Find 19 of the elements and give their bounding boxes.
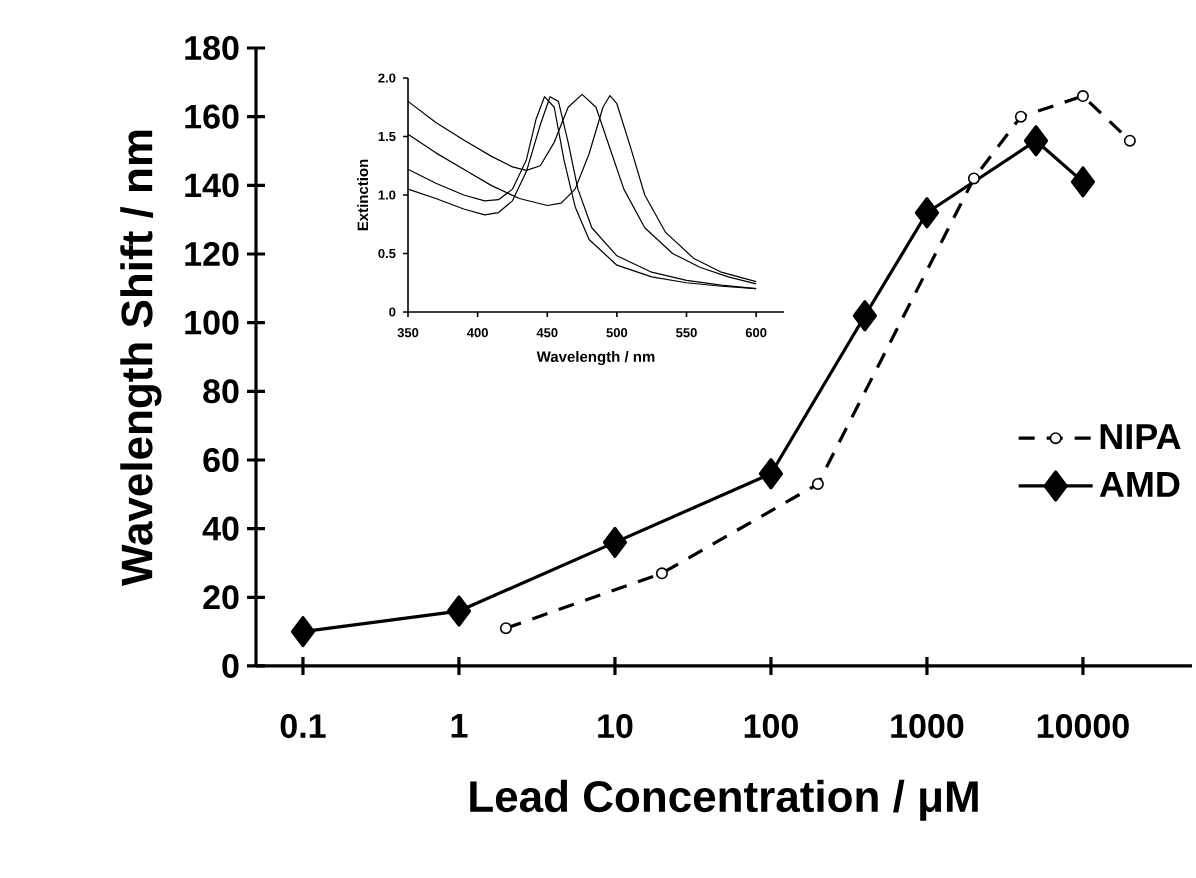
y-tick-label: 120 [185, 241, 239, 267]
y-tick-label: 0 [222, 653, 239, 679]
y-tick-label: 180 [185, 35, 239, 61]
x-axis-title: Lead Concentration / μM [470, 779, 978, 821]
legend-label: AMD [1099, 472, 1180, 497]
y-tick-label: 40 [202, 516, 239, 541]
legend-label: NIPA [1100, 424, 1181, 450]
y-tick-label: 80 [203, 379, 239, 404]
x-tick-label: 1000 [891, 714, 964, 739]
y-tick-label: 160 [185, 104, 239, 129]
y-tick-label: 60 [203, 447, 239, 473]
x-tick-label: 0.1 [280, 714, 326, 739]
y-axis-title: Wavelength Shift / nm [120, 130, 162, 586]
x-tick-label: 1 [451, 714, 468, 738]
x-tick-label: 10 [598, 714, 633, 739]
y-tick-label: 20 [203, 585, 239, 610]
x-tick-label: 10000 [1037, 714, 1129, 739]
x-tick-label: 100 [744, 714, 798, 739]
y-tick-label: 140 [185, 173, 239, 198]
